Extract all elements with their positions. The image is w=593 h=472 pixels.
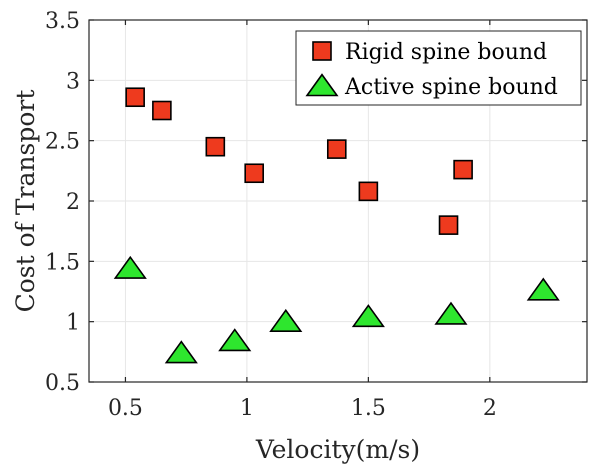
y-tick-label: 3.5 <box>45 9 80 34</box>
rigid-spine-point <box>358 181 379 202</box>
y-axis-label: Cost of Transport <box>11 90 40 313</box>
legend: Rigid spine bound Active spine bound <box>295 30 582 106</box>
active-spine-point <box>269 308 303 332</box>
active-spine-point <box>351 304 385 328</box>
x-tick-label: 2 <box>483 396 497 421</box>
data-points <box>113 87 560 364</box>
rigid-spine-point <box>453 159 473 180</box>
active-spine-point <box>434 301 468 325</box>
legend-box <box>295 30 582 106</box>
axis-ticks: 0.5 1 1.5 2 0.5 1 1.5 2 2.5 3 3.5 <box>45 9 587 421</box>
rigid-spine-point <box>244 163 264 184</box>
x-tick-label: 0.5 <box>108 396 143 421</box>
y-tick-label: 0.5 <box>45 371 80 396</box>
y-tick-label: 2 <box>66 190 80 215</box>
rigid-spine-point <box>438 215 459 235</box>
active-spine-point <box>113 255 147 279</box>
x-axis-label: Velocity(m/s) <box>255 435 420 464</box>
rigid-spine-point <box>152 100 172 121</box>
rigid-spine-point <box>125 87 145 108</box>
legend-square-marker <box>312 41 332 61</box>
y-tick-label: 2.5 <box>45 130 80 155</box>
x-tick-label: 1 <box>240 396 254 421</box>
legend-triangle-marker <box>305 73 339 97</box>
x-tick-label: 1.5 <box>351 396 386 421</box>
rigid-spine-point <box>326 139 347 159</box>
legend-entry-label: Rigid spine bound <box>345 40 547 65</box>
legend-entry-label: Active spine bound <box>344 75 558 100</box>
active-spine-point <box>218 328 252 352</box>
y-tick-label: 1 <box>66 311 80 336</box>
active-spine-point <box>526 277 560 301</box>
y-tick-label: 1.5 <box>45 250 80 275</box>
rigid-spine-point <box>205 136 226 157</box>
y-tick-label: 3 <box>66 69 80 94</box>
active-spine-point <box>164 340 198 364</box>
